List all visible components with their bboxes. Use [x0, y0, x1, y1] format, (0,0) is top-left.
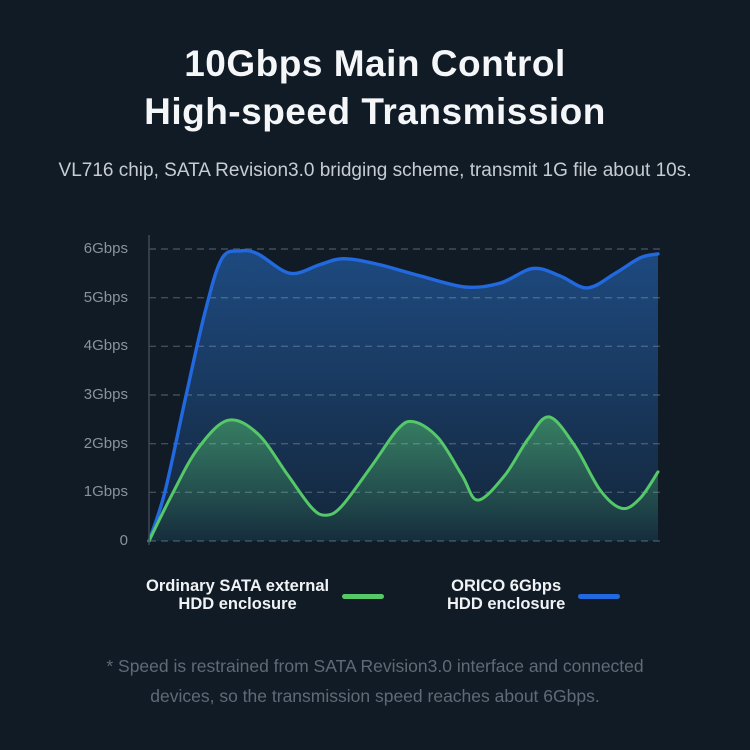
footnote-line-1: * Speed is restrained from SATA Revision…: [106, 656, 644, 676]
legend-label-ordinary-sata: Ordinary SATA external HDD enclosure: [146, 577, 330, 613]
legend-swatch-green: [342, 593, 385, 599]
subtitle: VL716 chip, SATA Revision3.0 bridging sc…: [58, 160, 692, 181]
y-tick-4gbps: 4Gbps: [83, 337, 128, 354]
legend-item-orico-6gbps: ORICO 6Gbps HDD enclosure: [447, 577, 621, 613]
y-tick-1gbps: 1Gbps: [83, 483, 128, 500]
page-title: 10Gbps Main Control High-speed Transmiss…: [0, 40, 750, 136]
series-line-ordinary-sata: [147, 415, 660, 543]
series-areas: [149, 250, 658, 542]
transmission-speed-chart: 6Gbps 5Gbps 4Gbps 3Gbps 2Gbps 1Gbps 0: [65, 222, 685, 552]
title-line-1: 10Gbps Main Control: [184, 43, 566, 84]
series-lines: [147, 248, 660, 543]
footnote-line-2: devices, so the transmission speed reach…: [150, 686, 600, 706]
legend-swatch-blue: [578, 593, 621, 599]
y-tick-2gbps: 2Gbps: [83, 435, 128, 452]
y-tick-3gbps: 3Gbps: [83, 386, 128, 403]
y-tick-5gbps: 5Gbps: [83, 289, 128, 306]
legend-label-orico-6gbps: ORICO 6Gbps HDD enclosure: [447, 577, 566, 613]
gridlines: [149, 248, 663, 542]
y-tick-0: 0: [119, 532, 128, 549]
chart-legend: Ordinary SATA external HDD enclosure ORI…: [0, 577, 750, 619]
title-line-2: High-speed Transmission: [144, 91, 606, 132]
y-tick-6gbps: 6Gbps: [83, 240, 128, 257]
series-area-ordinary-sata: [149, 416, 658, 541]
chart-plot-area: [147, 235, 663, 545]
legend-item-ordinary-sata: Ordinary SATA external HDD enclosure: [146, 577, 385, 613]
series-line-orico-6gbps: [147, 248, 660, 543]
footnote: * Speed is restrained from SATA Revision…: [0, 651, 750, 711]
